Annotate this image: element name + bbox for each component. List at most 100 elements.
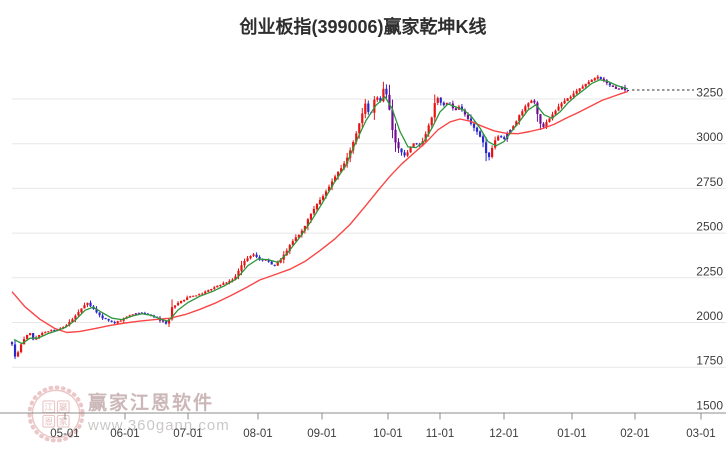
candle-body: [385, 88, 388, 95]
candle-body: [104, 318, 107, 320]
candle-body: [16, 352, 20, 357]
candle-body: [596, 76, 599, 79]
x-tick-label: 10-01: [373, 428, 402, 440]
x-tick-label: 06-01: [110, 428, 139, 440]
candle-body: [119, 320, 122, 322]
candle-body: [448, 102, 451, 104]
candle-body: [279, 259, 282, 263]
candle-body: [195, 295, 198, 297]
candle-body: [575, 90, 578, 94]
candle-body: [210, 288, 213, 291]
candle-body: [179, 301, 183, 304]
x-tick-label: 02-01: [620, 428, 649, 440]
candle-body: [234, 276, 237, 280]
candle-body: [533, 100, 536, 103]
candle-body: [466, 114, 470, 119]
candle-body: [315, 203, 319, 210]
candle-body: [270, 261, 273, 265]
candle-body: [590, 79, 593, 82]
x-tick-label: 05-01: [50, 428, 79, 440]
candle-body: [291, 241, 294, 246]
candle-body: [584, 83, 587, 87]
candle-body: [412, 143, 415, 148]
candle-body: [436, 98, 439, 103]
candle-body: [309, 213, 313, 220]
x-tick-label: 11-01: [426, 428, 455, 440]
candle-body: [62, 326, 65, 329]
candle-body: [189, 296, 192, 298]
candle-body: [500, 136, 503, 138]
candle-body: [306, 219, 310, 227]
candle-body: [530, 100, 533, 103]
candle-body: [198, 294, 201, 296]
candle-body: [494, 140, 497, 148]
candle-body: [364, 103, 367, 114]
candle-body: [551, 114, 554, 119]
candle-body: [599, 76, 602, 79]
candle-body: [333, 176, 337, 182]
candle-body: [161, 320, 165, 322]
candle-body: [110, 320, 113, 322]
candle-body: [131, 314, 134, 316]
candle-body: [391, 109, 394, 131]
candle-body: [433, 103, 436, 118]
y-tick-label: 3250: [696, 86, 723, 100]
candle-body: [512, 126, 515, 131]
candle-body: [240, 265, 243, 271]
y-tick-label: 2750: [696, 175, 723, 189]
candle-body: [83, 305, 86, 309]
candle-body: [50, 330, 53, 332]
candle-body: [379, 97, 382, 102]
candle-body: [481, 136, 485, 143]
candle-body: [463, 110, 467, 115]
candle-body: [10, 342, 14, 345]
candle-body: [554, 110, 557, 115]
candle-body: [484, 142, 488, 154]
candle-body: [539, 114, 542, 124]
candle-body: [394, 129, 397, 143]
candle-body: [409, 147, 412, 153]
candle-body: [487, 152, 491, 157]
candle-body: [107, 318, 110, 321]
candle-body: [32, 333, 35, 340]
y-tick-label: 1750: [696, 354, 723, 368]
watermark-brand-text: 赢家江恩软件: [88, 393, 215, 414]
candle-body: [330, 181, 334, 187]
candle-body: [327, 186, 331, 192]
candle-body: [430, 117, 433, 126]
candle-body: [225, 282, 228, 284]
candle-body: [137, 312, 140, 314]
candle-body: [77, 312, 80, 316]
candle-body: [620, 87, 624, 90]
candle-body: [264, 259, 267, 261]
candle-body: [382, 88, 385, 102]
candle-body: [527, 103, 530, 107]
candle-body: [361, 113, 364, 124]
candle-body: [86, 302, 89, 305]
candle-body: [427, 125, 430, 134]
candle-body: [518, 115, 521, 122]
candle-body: [497, 136, 500, 141]
candle-body: [593, 78, 596, 81]
watermark-seal-icon: 江 赢 恩 家: [27, 385, 85, 443]
candle-body: [373, 99, 376, 113]
candle-body: [267, 259, 270, 262]
candle-body: [569, 96, 572, 99]
candle-body: [566, 98, 569, 102]
ma-long-line: [11, 90, 629, 334]
candle-body: [557, 106, 560, 111]
candle-body: [255, 254, 258, 258]
seal-char-3: 恩: [44, 417, 53, 427]
candle-body: [176, 302, 180, 306]
candle-body: [300, 230, 303, 235]
candle-body: [521, 111, 524, 116]
x-tick-label: 09-01: [307, 428, 336, 440]
candle-body: [38, 335, 41, 338]
candle-body: [560, 103, 563, 107]
candles-layer: [10, 74, 630, 360]
x-tick-label: 08-01: [243, 428, 272, 440]
candle-body: [324, 191, 328, 196]
candle-body: [204, 291, 207, 294]
candle-body: [545, 122, 548, 127]
